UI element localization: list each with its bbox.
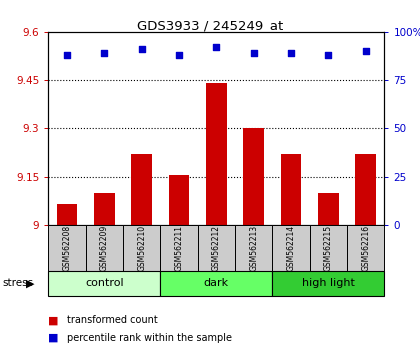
Text: GSM562208: GSM562208 (63, 225, 71, 271)
Bar (198, 225, 235, 271)
Point (213, 45, 220, 50)
Point (288, 50, 294, 56)
Text: ■: ■ (48, 333, 59, 343)
Text: GSM562211: GSM562211 (174, 225, 184, 271)
Text: GSM562209: GSM562209 (100, 225, 109, 271)
Bar (94, 193, 115, 225)
Point (250, 50, 257, 56)
Point (138, 46, 145, 52)
Point (362, 48, 369, 54)
Bar (48, 225, 86, 271)
Bar (48, 271, 160, 296)
Point (325, 52, 332, 58)
Bar (355, 154, 376, 225)
Point (63, 52, 70, 58)
Bar (272, 271, 384, 296)
Bar (235, 225, 272, 271)
Bar (281, 154, 301, 225)
Bar (310, 225, 347, 271)
Text: transformed count: transformed count (67, 315, 158, 325)
Bar (123, 225, 160, 271)
Bar (169, 175, 189, 225)
Bar (206, 83, 226, 225)
Text: GSM562216: GSM562216 (361, 225, 370, 271)
Text: dark: dark (204, 278, 229, 288)
Bar (86, 225, 123, 271)
Text: GSM562212: GSM562212 (212, 225, 221, 271)
Text: ▶: ▶ (26, 278, 34, 288)
Text: GSM562214: GSM562214 (286, 225, 295, 271)
Point (101, 50, 108, 56)
Bar (57, 204, 77, 225)
Bar (272, 225, 310, 271)
Text: percentile rank within the sample: percentile rank within the sample (67, 333, 232, 343)
Bar (318, 193, 339, 225)
Text: stress: stress (2, 278, 33, 288)
Bar (347, 225, 384, 271)
Bar (160, 225, 198, 271)
Text: high light: high light (302, 278, 355, 288)
Text: GSM562213: GSM562213 (249, 225, 258, 271)
Bar (160, 271, 272, 296)
Text: GDS3933 / 245249_at: GDS3933 / 245249_at (137, 19, 283, 33)
Point (176, 52, 182, 58)
Text: GSM562210: GSM562210 (137, 225, 146, 271)
Text: control: control (85, 278, 123, 288)
Bar (131, 154, 152, 225)
Text: GSM562215: GSM562215 (324, 225, 333, 271)
Text: ■: ■ (48, 315, 59, 325)
Bar (243, 128, 264, 225)
